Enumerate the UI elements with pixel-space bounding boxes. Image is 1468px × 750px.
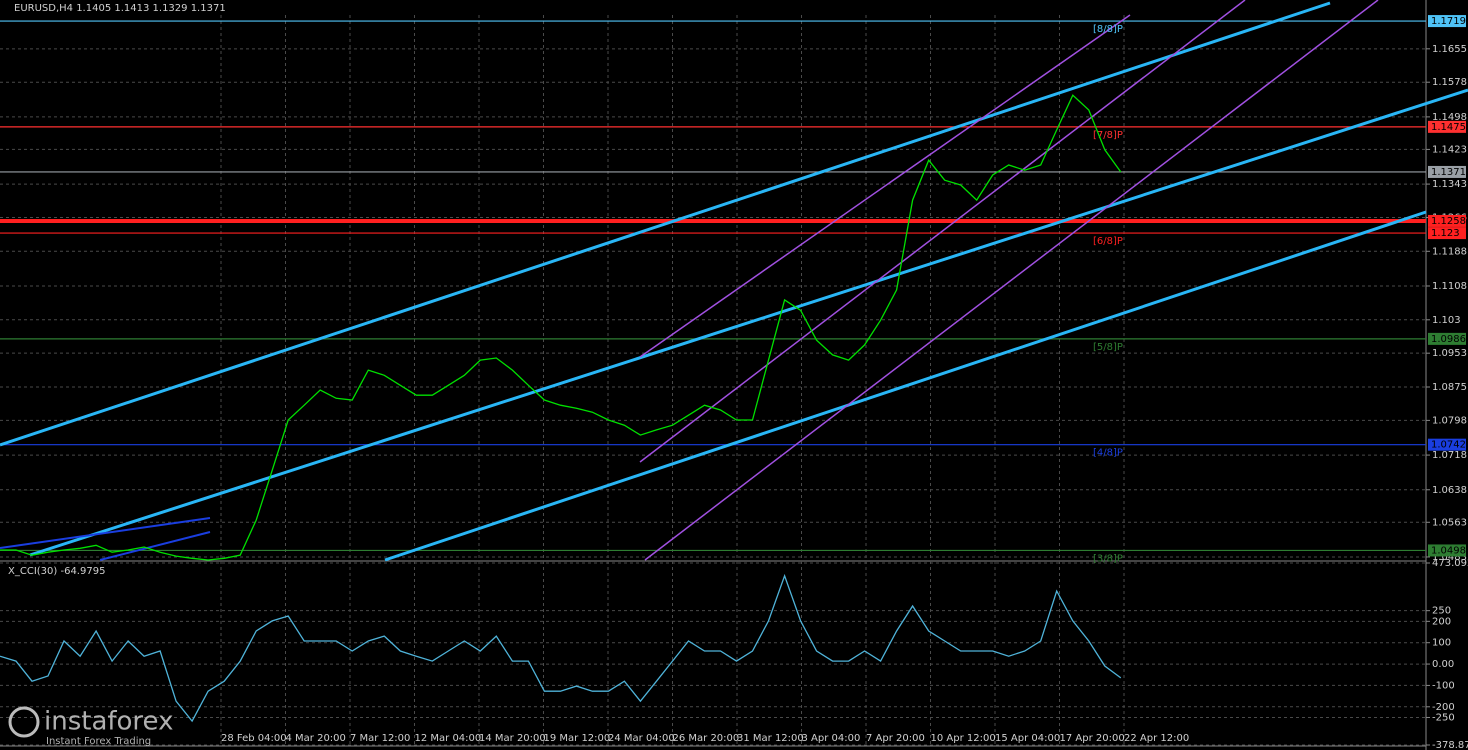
trend-line (384, 210, 1427, 562)
x-tick-label: 15 Apr 04:00 (995, 733, 1060, 744)
murrey-label: [4/8]P (1093, 448, 1123, 459)
x-tick-label: 7 Mar 12:00 (350, 733, 410, 744)
level-box (1428, 544, 1466, 557)
y-tick-label: 1.0875 (1432, 382, 1467, 393)
y-tick-label: 1.1578 (1432, 77, 1467, 88)
level-box (1428, 165, 1466, 178)
y-tick-label: 1.1423 (1432, 144, 1467, 155)
x-tick-label: 4 Mar 20:00 (286, 733, 346, 744)
murrey-label: [7/8]P (1093, 130, 1123, 141)
level-label: 1.0742 (1431, 440, 1466, 451)
y-tick-label: 100 (1432, 638, 1451, 649)
trend-line (0, 517, 211, 549)
x-tick-label: 24 Mar 04:00 (608, 733, 675, 744)
x-tick-label: 12 Mar 04:00 (415, 733, 482, 744)
x-tick-label: 14 Mar 20:00 (479, 733, 546, 744)
murrey-label: [8/8]P (1093, 24, 1123, 35)
channel-line (644, 0, 1379, 561)
level-label: 1.0498 (1431, 545, 1466, 556)
level-box (1428, 120, 1466, 133)
y-tick-label: 1.0563 (1432, 517, 1467, 528)
y-tick-label: 473.0924 (1432, 558, 1468, 569)
y-tick-label: 0.00 (1432, 659, 1454, 670)
murrey-label: [5/8]P (1093, 342, 1123, 353)
price-line (0, 94, 1122, 561)
y-tick-label: 1.1498 (1432, 112, 1467, 123)
murrey-label: [3/8]P (1093, 553, 1123, 564)
y-tick-label: 250 (1432, 606, 1451, 617)
y-tick-label: 200 (1432, 616, 1451, 627)
y-tick-label: 1.0718 (1432, 450, 1467, 461)
y-tick-label: 1.0953 (1432, 348, 1467, 359)
price-line (0, 573, 1122, 723)
level-box (1428, 332, 1466, 345)
level-label: 1.1475 (1431, 122, 1466, 133)
x-tick-label: 19 Mar 12:00 (544, 733, 611, 744)
x-tick-label: 28 Feb 04:00 (221, 733, 287, 744)
chart-title: EURUSD,H4 1.1405 1.1413 1.1329 1.1371 (14, 3, 226, 14)
level-box (1428, 227, 1466, 240)
level-box (1428, 214, 1466, 227)
indicator-title: X_CCI(30) -64.9795 (8, 566, 105, 577)
y-tick-label: 1.103 (1432, 315, 1461, 326)
y-tick-label: -100 (1432, 680, 1455, 691)
logo: instaforex Instant Forex Trading (8, 706, 173, 747)
level-label: 1.1258 (1431, 216, 1466, 227)
level-box (1428, 15, 1466, 28)
y-tick-label: 1.0798 (1432, 415, 1467, 426)
level-box (1428, 438, 1466, 451)
trend-lines (0, 0, 1468, 562)
y-tick-label: -250 (1432, 712, 1455, 723)
x-tick-label: 26 Mar 20:00 (673, 733, 740, 744)
level-label: 1.123 (1431, 228, 1460, 239)
x-tick-label: 31 Mar 12:00 (737, 733, 804, 744)
y-tick-label: 1.1108 (1432, 281, 1467, 292)
level-label: 1.0986 (1431, 334, 1466, 345)
y-tick-label: 1.0638 (1432, 485, 1467, 496)
y-tick-label: 1.1655 (1432, 44, 1467, 55)
trend-line (99, 531, 211, 561)
y-tick-label: -378.879 (1432, 740, 1468, 750)
x-tick-label: 17 Apr 20:00 (1060, 733, 1125, 744)
trend-line (0, 1, 1331, 447)
x-tick-label: 7 Apr 20:00 (866, 733, 925, 744)
x-tick-label: 3 Apr 04:00 (802, 733, 861, 744)
brand-name: instaforex (44, 707, 173, 737)
x-tick-label: 10 Apr 12:00 (931, 733, 996, 744)
murrey-label: [6/8]P (1093, 236, 1123, 247)
logo-icon (8, 706, 40, 738)
brand-tagline: Instant Forex Trading (46, 736, 151, 747)
level-label: 1.1371 (1431, 167, 1466, 178)
x-tick-label: 22 Apr 12:00 (1124, 733, 1189, 744)
level-label: 1.1719 (1431, 16, 1466, 27)
channel-line (639, 14, 1131, 358)
channel-line (639, 0, 1246, 463)
y-tick-label: 1.1188 (1432, 246, 1467, 257)
y-tick-label: 1.1343 (1432, 179, 1467, 190)
y-tick-label: 1.0483 (1432, 552, 1467, 563)
y-tick-label: -200 (1432, 702, 1455, 713)
